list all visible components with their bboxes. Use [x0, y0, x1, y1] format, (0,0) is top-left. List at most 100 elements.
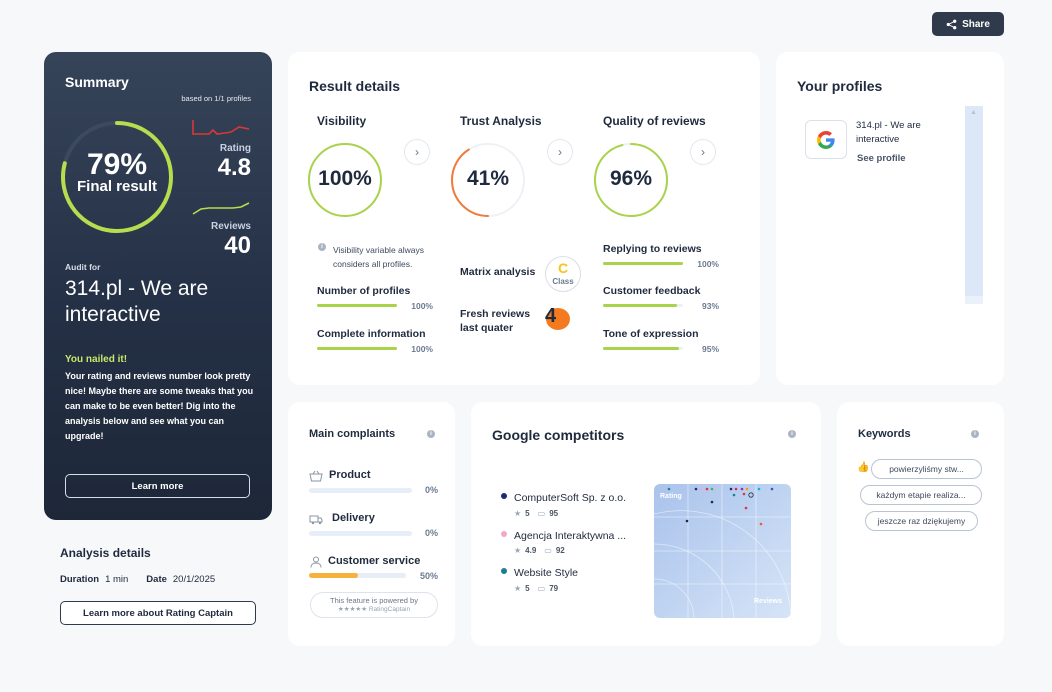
star-icon: ★: [514, 509, 522, 518]
google-profile-icon-box[interactable]: [805, 120, 847, 159]
complaint-customer-service-bar-fill: [309, 573, 358, 578]
class-label: Class: [552, 277, 574, 286]
complete-information-label: Complete information: [317, 328, 426, 340]
chevron-right-icon: ›: [558, 145, 562, 159]
visibility-arrow-button[interactable]: ›: [404, 139, 430, 165]
learn-more-rating-captain-button[interactable]: Learn more about Rating Captain: [60, 601, 256, 625]
based-on-text: based on 1/1 profiles: [181, 94, 251, 103]
complaint-product-label: Product: [329, 469, 371, 481]
fresh-reviews-badge: [546, 308, 570, 330]
complaint-delivery-percent: 0%: [424, 528, 438, 538]
thumbs-up-icon: 👍: [857, 462, 870, 473]
class-badge: C Class: [545, 256, 581, 292]
reviews-label: Reviews: [210, 221, 251, 232]
tone-of-expression-bar-fill: [603, 347, 679, 350]
truck-icon: [309, 515, 323, 525]
competitor-name[interactable]: ComputerSoft Sp. z o.o.: [514, 492, 627, 504]
competitor-color-dot: [501, 531, 507, 537]
keyword-chip[interactable]: każdym etapie realiza...: [860, 485, 982, 505]
learn-more-button[interactable]: Learn more: [65, 474, 250, 498]
keyword-chip[interactable]: powierzyliśmy stw...: [871, 459, 982, 479]
competitor-rating: 5: [525, 584, 530, 593]
powered-by-text: This feature is powered by: [330, 596, 418, 605]
analysis-details-title: Analysis details: [60, 546, 151, 560]
complaint-customer-service-label: Customer service: [328, 555, 421, 567]
number-of-profiles-bar: [317, 304, 397, 307]
final-result-label: Final result: [76, 178, 158, 195]
share-button[interactable]: Share: [932, 12, 1004, 36]
your-profiles-title: Your profiles: [797, 78, 883, 94]
visibility-note: Visibility variable always considers all…: [333, 245, 425, 269]
complaint-customer-service-percent: 50%: [419, 571, 438, 581]
info-icon[interactable]: i: [427, 430, 435, 438]
tone-of-expression-percent: 95%: [701, 344, 719, 354]
profiles-scrollbar[interactable]: ▲: [965, 106, 983, 304]
tone-of-expression-bar: [603, 347, 683, 350]
complaint-product-percent: 0%: [424, 485, 438, 495]
complaint-delivery-bar: [309, 531, 412, 536]
number-of-profiles-bar-fill: [317, 304, 397, 307]
basket-icon: [309, 470, 323, 482]
quality-of-reviews-title: Quality of reviews: [603, 114, 706, 128]
competitors-scatter-plot: [654, 484, 791, 618]
result-details-card: [288, 52, 760, 385]
quality-percent: 96%: [609, 167, 653, 190]
scrollbar-thumb[interactable]: [965, 106, 983, 296]
rating-label: Rating: [219, 143, 251, 154]
complaint-product-bar: [309, 488, 412, 493]
star-icon: ★: [514, 584, 522, 593]
replying-to-reviews-bar-fill: [603, 262, 683, 265]
customer-feedback-bar: [603, 304, 683, 307]
company-name: 314.pl - We are interactive: [65, 277, 209, 326]
fresh-reviews-value: 4: [545, 305, 557, 327]
info-icon: i: [318, 243, 326, 251]
rating-captain-logo: ★★★★★ RatingCaptain: [337, 606, 411, 613]
date-label: Date: [146, 574, 167, 585]
number-of-profiles-percent: 100%: [411, 301, 433, 311]
share-icon: [946, 19, 957, 29]
duration-value: 1 min: [105, 574, 129, 585]
competitor-color-dot: [501, 493, 507, 499]
google-icon: [817, 130, 835, 149]
visibility-ring: [308, 143, 382, 217]
comment-icon: ▭: [544, 546, 552, 555]
summary-card: Summary based on 1/1 profiles 79% Final …: [44, 52, 272, 520]
scatter-points: [667, 487, 774, 526]
chevron-right-icon: ›: [701, 145, 705, 159]
person-icon: [310, 556, 322, 568]
customer-feedback-bar-fill: [603, 304, 678, 307]
matrix-analysis-label: Matrix analysis: [460, 266, 536, 278]
see-profile-link[interactable]: See profile: [857, 153, 906, 164]
scroll-up-icon[interactable]: ▲: [970, 109, 977, 116]
duration-label: Duration: [60, 574, 100, 585]
comment-icon: ▭: [537, 509, 546, 518]
powered-by-badge[interactable]: This feature is powered by ★★★★★ RatingC…: [310, 592, 438, 618]
info-icon[interactable]: i: [788, 430, 796, 438]
final-result-percent: 79%: [86, 148, 148, 181]
competitor-meta: ★ 5 ▭ 79: [514, 584, 558, 593]
main-complaints-title: Main complaints: [309, 428, 396, 440]
competitor-name[interactable]: Website Style: [514, 567, 578, 579]
info-icon[interactable]: i: [971, 430, 979, 438]
chevron-right-icon: ›: [415, 145, 419, 159]
rating-value: 4.8: [217, 154, 251, 181]
plot-axis-rating: Rating: [660, 493, 682, 500]
star-icon: ★: [514, 546, 522, 555]
competitor-reviews: 79: [549, 584, 559, 593]
quality-arrow-button[interactable]: ›: [690, 139, 716, 165]
competitor-meta: ★ 5 ▭ 95: [514, 509, 558, 518]
date-value: 20/1/2025: [172, 574, 216, 585]
keyword-chip[interactable]: jeszcze raz dziękujemy: [865, 511, 978, 531]
visibility-title: Visibility: [317, 114, 367, 128]
number-of-profiles-label: Number of profiles: [317, 285, 411, 297]
competitor-name[interactable]: Agencja Interaktywna ...: [514, 530, 627, 542]
competitor-meta: ★ 4.9 ▭ 92: [514, 546, 565, 555]
visibility-percent: 100%: [318, 167, 372, 190]
customer-feedback-percent: 93%: [701, 301, 719, 311]
nailed-text: Your rating and reviews number look pret…: [65, 371, 254, 441]
plot-axis-reviews: Reviews: [754, 598, 783, 605]
trust-arrow-button[interactable]: ›: [547, 139, 573, 165]
replying-to-reviews-label: Replying to reviews: [603, 243, 702, 255]
complaint-customer-service-bar: [309, 573, 406, 578]
complete-information-bar-fill: [317, 347, 397, 350]
